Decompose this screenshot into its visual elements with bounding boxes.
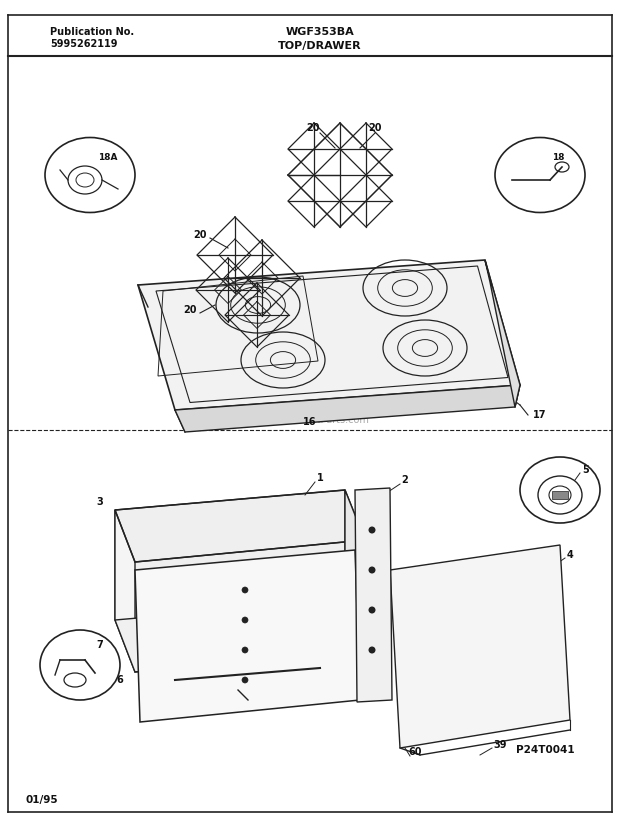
Text: 20: 20	[193, 230, 206, 240]
Text: 20: 20	[306, 123, 320, 133]
Text: 1: 1	[317, 473, 324, 483]
Text: 20: 20	[368, 123, 382, 133]
Text: eReplacementParts.com: eReplacementParts.com	[250, 615, 370, 625]
Circle shape	[242, 617, 248, 623]
Polygon shape	[135, 550, 360, 722]
Text: 18: 18	[552, 152, 564, 162]
Circle shape	[242, 587, 248, 593]
Text: TOP/DRAWER: TOP/DRAWER	[278, 41, 362, 51]
Polygon shape	[115, 490, 345, 620]
Text: 6: 6	[117, 675, 123, 685]
Polygon shape	[355, 488, 392, 702]
Text: P24T0041: P24T0041	[516, 745, 575, 755]
Polygon shape	[345, 490, 365, 650]
Text: 5: 5	[583, 465, 590, 475]
Circle shape	[242, 677, 248, 683]
Text: 18A: 18A	[98, 152, 118, 162]
Text: eReplacementParts.com: eReplacementParts.com	[250, 415, 370, 425]
Text: 4: 4	[567, 550, 574, 560]
Text: 20: 20	[184, 305, 197, 315]
Circle shape	[368, 647, 376, 653]
Polygon shape	[485, 260, 520, 407]
Polygon shape	[115, 510, 135, 672]
Circle shape	[368, 606, 376, 614]
Text: 3: 3	[97, 497, 104, 507]
Text: 01/95: 01/95	[25, 795, 58, 805]
Polygon shape	[175, 385, 520, 432]
Text: 39: 39	[494, 740, 507, 750]
Text: WGF353BA: WGF353BA	[286, 27, 355, 37]
Text: 5995262119: 5995262119	[50, 39, 118, 49]
Text: 8: 8	[392, 580, 399, 590]
Polygon shape	[390, 545, 570, 748]
Polygon shape	[552, 491, 568, 499]
Text: D: D	[134, 573, 140, 582]
Text: Publication No.: Publication No.	[50, 27, 134, 37]
Polygon shape	[138, 260, 520, 410]
Circle shape	[368, 527, 376, 533]
Text: 60: 60	[408, 747, 422, 757]
Text: 16: 16	[303, 417, 317, 427]
Polygon shape	[115, 600, 365, 672]
Circle shape	[368, 567, 376, 574]
Circle shape	[242, 647, 248, 653]
Text: 7: 7	[97, 640, 104, 650]
Text: 17: 17	[533, 410, 547, 420]
Text: 2: 2	[402, 475, 409, 485]
